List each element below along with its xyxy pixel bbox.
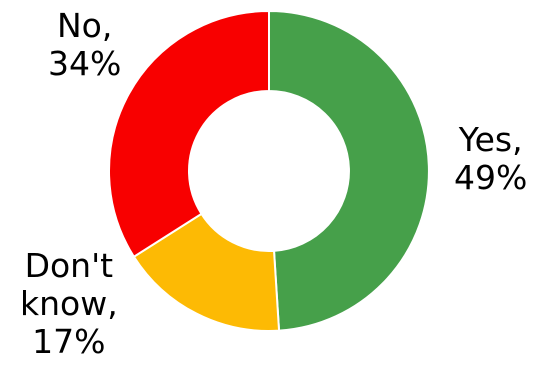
donut-slice-no (108, 9, 270, 259)
slice-label-no-line-1: No, (56, 6, 113, 45)
slice-label-dont-know-line-1: Don't (24, 246, 114, 285)
slice-label-dont-know-line-2: know, (20, 284, 118, 323)
slice-label-dont-know: Don't know, 17% (20, 247, 118, 361)
donut-slices (108, 9, 430, 332)
slice-label-yes-line-2: 49% (454, 158, 528, 197)
slice-label-no: No, 34% (48, 7, 121, 83)
slice-label-yes-line-1: Yes, (458, 120, 523, 159)
slice-label-yes: Yes, 49% (454, 121, 527, 197)
slice-label-no-line-2: 34% (48, 44, 122, 83)
donut-slice-yes (268, 9, 430, 332)
slice-label-dont-know-line-3: 17% (32, 322, 106, 361)
donut-slice-don-t-know (132, 212, 281, 332)
